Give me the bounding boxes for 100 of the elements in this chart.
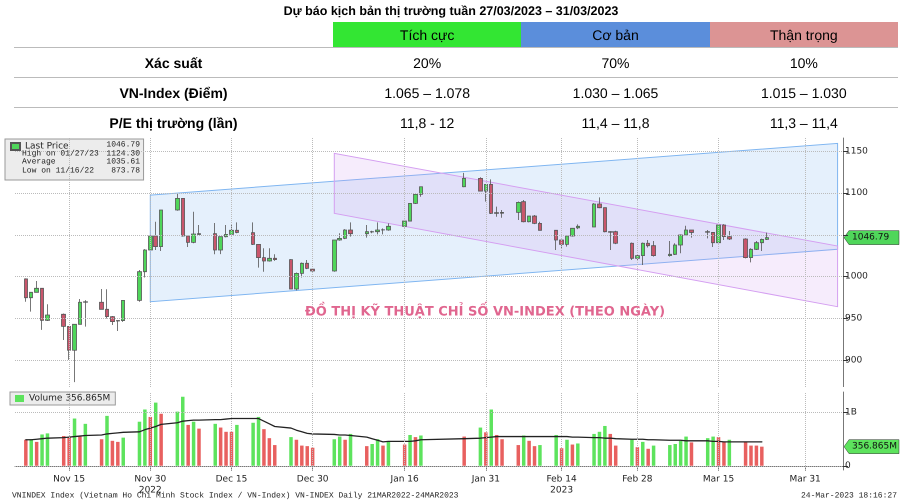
x-tick-label: Dec 15 [216,474,248,484]
bar [78,436,82,466]
annotation: 1046.79 [106,140,140,150]
annotation: 1124.30 [106,150,140,158]
text: 11,3 – 11,4 [770,114,838,130]
bar [728,440,732,466]
bar [532,446,536,466]
annotation: Average [22,158,56,166]
bar [110,440,114,466]
annotation: 1035.61 [106,158,140,166]
bar [570,444,574,466]
bar [235,424,239,466]
bar [251,422,255,466]
bar [116,442,120,466]
bar [538,445,542,466]
bar [608,434,612,466]
bar [268,438,272,466]
bar [408,434,412,466]
bar [84,424,88,466]
category-label: Tích cực [333,22,522,48]
bar [197,428,201,466]
annotation: High on 01/27/23 [22,150,100,158]
x-tick-label: Feb 28 [622,474,653,484]
bar [744,442,748,466]
bar [24,440,28,466]
bar [289,437,293,466]
bar [684,436,688,466]
bar [34,442,38,466]
x-tick-label: Dec 30 [296,474,329,484]
bar [381,446,385,466]
category-label: P/E thị trường (lần) [109,114,238,130]
annotation: 873.78 [111,166,140,176]
bar [711,436,715,466]
y-tick-label: 1000 [845,272,868,282]
text: 24-Mar-2023 18:16:27 [800,492,898,500]
legend-label: Volume 356.865M [29,394,110,404]
bar [273,445,277,466]
bar [419,436,423,466]
bar [646,448,650,466]
bar [370,444,374,466]
bar [668,445,672,466]
bar [300,446,304,466]
y-tick-label: 1150 [845,146,868,156]
x-tick-label: Feb 14 2023 [546,474,577,496]
bar [652,446,656,466]
x-tick-label: Mar 15 [702,474,734,484]
y-tick-label: 1B [845,408,857,418]
bar [706,438,710,466]
bar [338,436,342,466]
annotation: Low on 11/16/22 [22,166,94,176]
text: 11,8 - 12 [400,114,454,130]
bar [186,424,190,466]
bar [516,445,520,466]
bar [630,440,634,466]
text: 11,4 – 11,8 [582,114,650,130]
bar [641,442,645,466]
bar [494,434,498,466]
bar [181,396,185,466]
bar [554,434,558,466]
category-label: VN-Index (Điểm) [119,84,228,100]
category-label: Thận trọng [710,22,898,48]
category-label: Cơ bản [521,22,710,48]
text: 356.865M [852,442,897,452]
bar [348,434,352,466]
x-tick-label: Jan 31 [470,474,500,484]
y-tick-label: 900 [845,355,862,366]
bar [690,442,694,466]
bar [614,446,618,466]
text: 10% [790,54,818,70]
bar [294,440,298,466]
bar [213,424,217,466]
bar [143,410,147,466]
bar [192,422,196,466]
text: 20% [413,54,442,70]
bar [478,428,482,466]
bar [522,436,526,466]
bar [673,444,677,466]
text: 1046.79 [852,232,890,243]
bar [154,402,158,466]
bar [527,440,531,466]
bar [603,426,607,466]
bar [100,439,104,466]
y-tick-label: 950 [845,313,862,324]
bar [305,446,309,466]
bar [256,416,260,466]
bar [176,412,180,466]
bar [565,440,569,466]
bar [678,440,682,466]
bar [72,418,76,466]
annotation: ĐỒ THỊ KỸ THUẬT CHỈ SỐ VN-INDEX (THEO NGÀY) [304,302,666,320]
text: 1.065 – 1.078 [384,84,470,100]
x-tick-label: Mar 31 [789,474,821,484]
line-series [25,418,762,443]
category-label: Xác suất [144,54,202,70]
x-tick-label: Jan 16 [390,474,420,484]
bar [332,439,336,466]
text: 1.030 – 1.065 [572,84,658,100]
bar [376,439,380,466]
bar [576,443,580,466]
candlestick [462,172,466,188]
